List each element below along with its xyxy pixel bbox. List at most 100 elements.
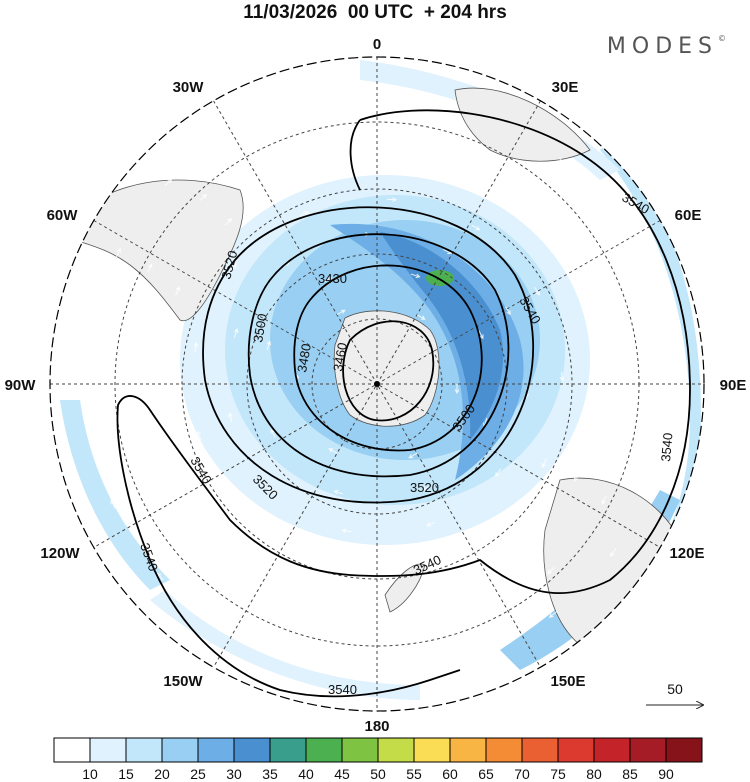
wind-vector (610, 548, 617, 557)
brand-logo: MODES© (607, 34, 726, 59)
contour-label-3520-west: 3520 (218, 249, 240, 281)
south-pole-marker (374, 381, 380, 387)
wind-vector (165, 178, 173, 187)
map-content (50, 57, 704, 711)
contour-3520 (202, 206, 535, 504)
africa (454, 87, 591, 162)
wind-vector (408, 452, 418, 459)
wind-vector (386, 197, 398, 202)
contour-label-3520-south: 3520 (410, 480, 439, 495)
map-title: 11/03/2026 00 UTC + 204 hrs (243, 2, 507, 23)
wind-vector (534, 287, 540, 296)
lon-label-30w: 30W (173, 79, 205, 96)
wind-vector (125, 436, 131, 447)
wind-vector (299, 211, 310, 217)
wind-vector (239, 508, 248, 516)
contour-label-3500-west: 3500 (250, 312, 270, 343)
wind-vector (86, 415, 92, 426)
lon-label-60e: 60E (675, 207, 702, 224)
contour-label-3540-bottom: 3540 (328, 682, 357, 697)
wind-vector (268, 487, 276, 495)
wind-vector (541, 458, 547, 469)
wind-vectors (86, 93, 670, 677)
wind-vector (594, 388, 600, 399)
wind-vector (547, 566, 555, 575)
wind-vector (228, 412, 233, 423)
wind-vector (110, 499, 116, 509)
colorbar-tick-label: 25 (190, 766, 206, 782)
longitude-labels: 0 30E 60E 90E 120E 150E 180 150W 120W 90… (5, 36, 747, 735)
wind-vector (535, 231, 543, 240)
lon-label-120w: 120W (40, 545, 80, 562)
colorbar-swatch (53, 737, 91, 763)
map-frame (49, 56, 705, 712)
wind-vector (627, 410, 633, 421)
wind-vector (558, 157, 567, 165)
colorbar-tick-label: 20 (154, 766, 170, 782)
wind-vector (224, 218, 233, 226)
lon-label-150e: 150E (550, 673, 585, 690)
wind-vector (495, 468, 502, 477)
colorbar-tick-label: 80 (586, 766, 602, 782)
colorbar-tick-label: 30 (226, 766, 242, 782)
wind-vector (653, 299, 659, 310)
wind-vector (559, 371, 565, 382)
contour-3460 (342, 320, 435, 422)
wind-vector (233, 328, 239, 338)
colorbar-swatch (197, 737, 235, 763)
colorbar-tick-label: 50 (370, 766, 386, 782)
wind-vector (649, 470, 655, 481)
wind-vector (199, 193, 207, 202)
south-america (69, 179, 244, 322)
wind-vector (279, 580, 289, 586)
wind-vector (358, 126, 369, 132)
wind-vector (297, 625, 308, 630)
colorbar-swatch (269, 737, 307, 763)
contour-label-3430: 3430 (318, 271, 347, 286)
wind-vector (222, 629, 232, 635)
wind-vector (505, 306, 511, 316)
wind-vector (387, 671, 398, 677)
wind-vector (471, 616, 482, 622)
wind-vector (484, 528, 493, 536)
colorbar-swatch (125, 737, 163, 763)
wind-vector (581, 304, 587, 314)
colorbar-tick-label: 45 (334, 766, 350, 782)
colorbar-swatch (485, 737, 523, 763)
wind-vector (454, 384, 460, 395)
wind-vector (270, 428, 276, 438)
wind-vector (410, 273, 421, 279)
contour-label-3540-west: 3540 (187, 454, 214, 487)
wind-vector (623, 321, 629, 332)
wind-max-core (426, 270, 454, 286)
colorbar-tick-label: 15 (118, 766, 134, 782)
colorbar: 10 15 20 25 30 35 40 45 50 55 60 65 70 75 80 85 90 (53, 737, 703, 782)
colorbar-tick-label: 10 (82, 766, 98, 782)
wind-vector (664, 385, 670, 396)
wind-arm-south (150, 590, 420, 700)
wind-vector (333, 489, 344, 495)
colorbar-swatch (341, 737, 379, 763)
wind-vector (219, 584, 228, 591)
wind-vector (421, 485, 431, 491)
wind-vector (587, 240, 594, 250)
contour-3480 (293, 264, 483, 452)
wind-vector (115, 247, 121, 258)
wind-vector (266, 340, 272, 351)
wind-vector (175, 286, 181, 296)
wind-vector (121, 347, 127, 358)
wind-vector (313, 97, 324, 103)
lon-label-90e: 90E (720, 377, 747, 394)
brand-text: MODES (606, 34, 718, 59)
wind-vector (230, 262, 237, 272)
wind-vector (211, 528, 219, 537)
wind-vector (193, 341, 199, 352)
wind-vector (400, 93, 411, 98)
colorbar-tick-label: 55 (406, 766, 422, 782)
colorbar-swatch (449, 737, 487, 763)
colorbar-swatch (161, 737, 199, 763)
colorbar-tick-label: 60 (442, 766, 458, 782)
colorbar-swatch (413, 737, 451, 763)
lon-label-60w: 60W (47, 207, 79, 224)
colorbar-tick-label: 40 (298, 766, 314, 782)
